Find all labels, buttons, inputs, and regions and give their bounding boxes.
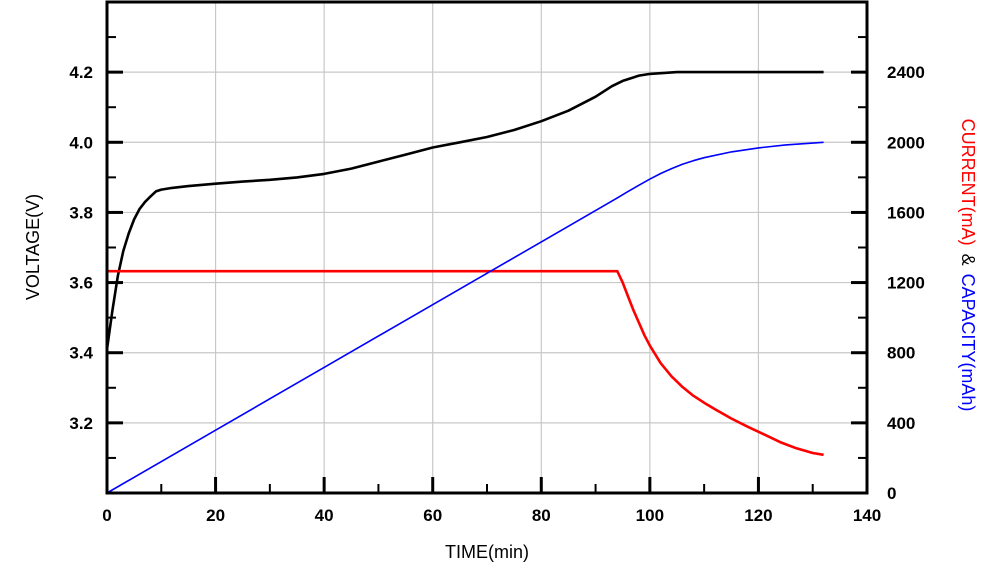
current-series-line [107,269,824,457]
x-tick-label: 120 [744,506,772,525]
y-left-tick-label: 4.0 [69,133,93,152]
y-left-axis-title: VOLTAGE(V) [23,194,43,300]
y-right-tick-label: 0 [887,484,896,503]
x-tick-label: 20 [206,506,225,525]
y-right-tick-label: 800 [887,344,915,363]
capacity-series-line [106,141,824,494]
y-right-tick-label: 1600 [887,203,925,222]
x-tick-label: 60 [423,506,442,525]
axis-label-separator: & [958,254,978,266]
y-right-tick-label: 400 [887,414,915,433]
y-left-tick-label: 3.8 [69,203,93,222]
y-right-tick-label: 1200 [887,274,925,293]
y-right-axis-title: CURRENT(mA) & CAPACITY(mAh) [958,119,978,412]
plot-frame [105,0,869,495]
y-left-tick-label: 3.4 [69,344,93,363]
x-tick-label: 100 [636,506,664,525]
y-left-tick-label: 4.2 [69,63,93,82]
x-tick-label: 40 [315,506,334,525]
series-group [105,70,824,494]
y-right-tick-label: 2400 [887,63,925,82]
x-tick-label: 140 [853,506,881,525]
x-axis-title: TIME(min) [445,542,529,562]
current-axis-label: CURRENT(mA) [958,119,978,246]
capacity-axis-label: CAPACITY(mAh) [958,274,978,412]
voltage-series-line [105,70,824,350]
y-right-tick-label: 2000 [887,133,925,152]
x-tick-label: 0 [102,506,111,525]
x-tick-label: 80 [532,506,551,525]
axis-ticks: 0 20 40 60 80 100 120 140 3.2 3.4 3.6 3.8 4.0 4.2 0 400… [69,36,925,525]
grid-lines [107,2,867,493]
y-left-tick-label: 3.2 [69,414,93,433]
y-left-tick-label: 3.6 [69,274,93,293]
